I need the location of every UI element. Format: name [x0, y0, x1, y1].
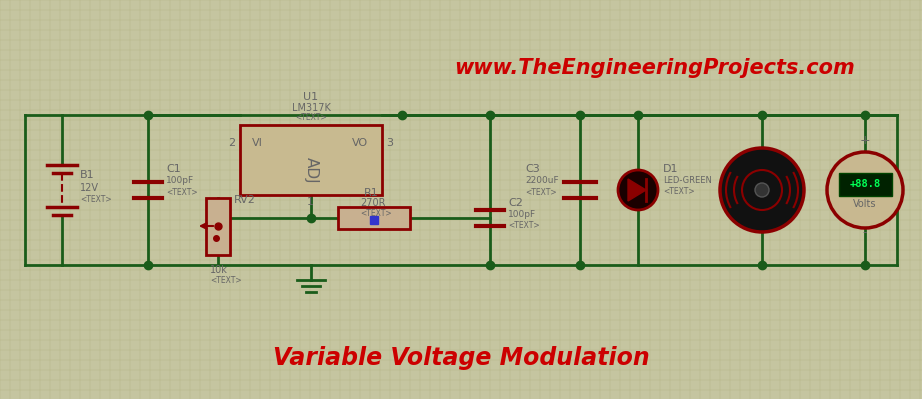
Text: <TEXT>: <TEXT>	[663, 187, 694, 196]
Text: Variable Voltage Modulation: Variable Voltage Modulation	[273, 346, 649, 370]
Circle shape	[827, 152, 903, 228]
Text: VO: VO	[352, 138, 368, 148]
Bar	[240, 125, 382, 195]
Text: <TEXT>: <TEXT>	[80, 196, 112, 205]
Text: LED-GREEN: LED-GREEN	[663, 176, 712, 185]
Bar	[206, 198, 230, 255]
Text: 2: 2	[228, 138, 235, 148]
Text: Volts: Volts	[853, 199, 877, 209]
Polygon shape	[628, 179, 646, 201]
Text: D1: D1	[663, 164, 679, 174]
Text: C3: C3	[525, 164, 539, 174]
Text: <TEXT>: <TEXT>	[360, 209, 392, 218]
Circle shape	[618, 170, 658, 210]
Text: <TEXT>: <TEXT>	[508, 221, 539, 230]
Text: <TEXT>: <TEXT>	[166, 188, 197, 197]
Text: LM317K: LM317K	[291, 103, 330, 113]
Text: +: +	[859, 134, 870, 147]
Text: <TEXT>: <TEXT>	[295, 113, 326, 122]
Text: 1: 1	[307, 197, 314, 207]
Text: <TEXT>: <TEXT>	[525, 188, 557, 197]
Text: www.TheEngineeringProjects.com: www.TheEngineeringProjects.com	[455, 58, 856, 78]
Text: -: -	[863, 226, 868, 239]
Text: B1: B1	[80, 170, 95, 180]
Text: 100pF: 100pF	[166, 176, 195, 185]
Text: 100pF: 100pF	[508, 210, 536, 219]
Text: U1: U1	[303, 92, 319, 102]
Text: 3: 3	[386, 138, 393, 148]
Circle shape	[755, 183, 769, 197]
Text: 12V: 12V	[80, 183, 99, 193]
Text: ADJ: ADJ	[303, 157, 318, 183]
Text: C2: C2	[508, 198, 523, 208]
Text: R1: R1	[364, 188, 379, 198]
FancyBboxPatch shape	[838, 172, 892, 196]
Bar	[338, 207, 410, 229]
Text: +88.8: +88.8	[849, 179, 881, 189]
Text: C1: C1	[166, 164, 181, 174]
Text: 270R: 270R	[360, 198, 385, 208]
Circle shape	[720, 148, 804, 232]
Text: 10k: 10k	[210, 265, 228, 275]
Text: 2200uF: 2200uF	[525, 176, 559, 185]
Text: RV2: RV2	[234, 195, 256, 205]
Text: <TEXT>: <TEXT>	[210, 276, 242, 285]
Text: VI: VI	[252, 138, 263, 148]
